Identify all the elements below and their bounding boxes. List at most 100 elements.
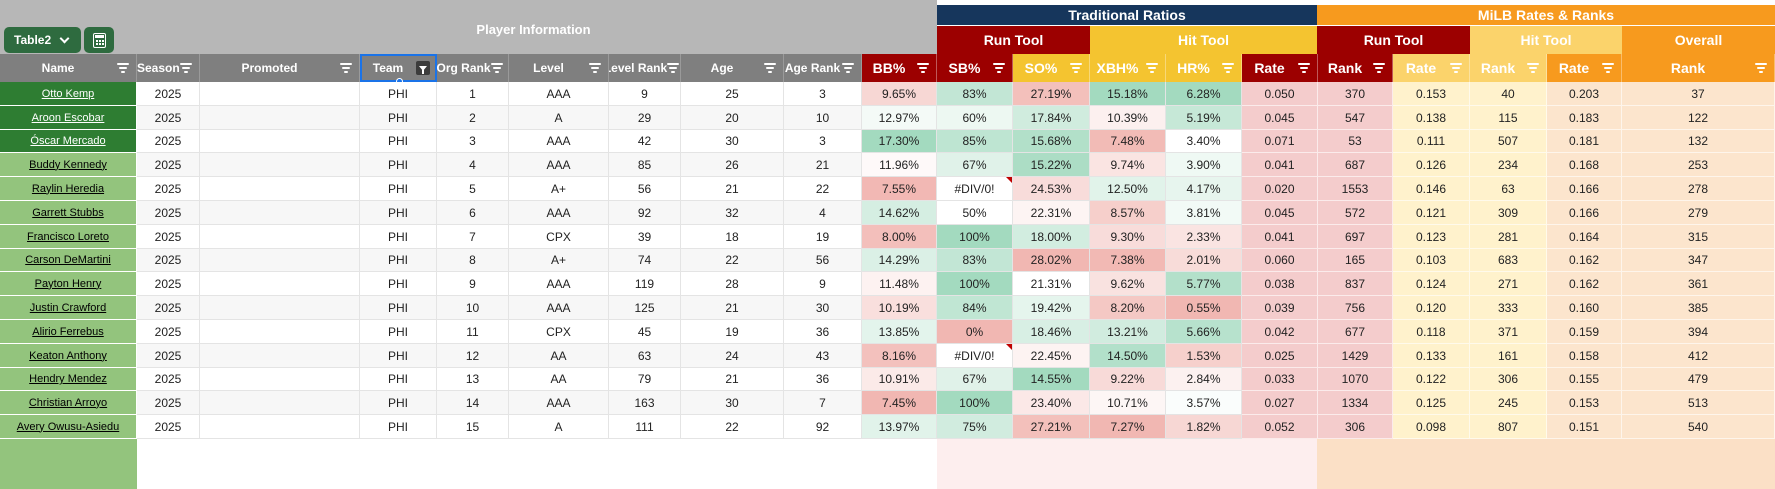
data-cell-org-rank[interactable]: 11 [437, 320, 509, 344]
filter-icon[interactable] [1069, 62, 1083, 74]
player-name-cell[interactable]: Keaton Anthony [0, 344, 137, 368]
data-cell-age-rank[interactable]: 7 [784, 391, 862, 415]
data-cell-rate[interactable]: 0.153 [1547, 391, 1622, 415]
data-cell-rank[interactable]: 507 [1470, 130, 1547, 153]
data-cell-rank[interactable]: 271 [1470, 272, 1547, 296]
data-cell-rank[interactable]: 278 [1622, 177, 1775, 201]
data-cell-team[interactable]: PHI [360, 82, 437, 106]
data-cell-so-pct[interactable]: 19.42% [1013, 296, 1090, 320]
data-cell-hr-pct[interactable]: 3.40% [1166, 130, 1242, 153]
data-cell-promoted[interactable] [200, 249, 360, 272]
data-cell-rate[interactable]: 0.045 [1242, 106, 1318, 130]
data-cell-level-rank[interactable]: 9 [609, 82, 681, 106]
player-name-cell[interactable]: Garrett Stubbs [0, 201, 137, 225]
data-cell-org-rank[interactable]: 12 [437, 344, 509, 368]
data-cell-rank[interactable]: 315 [1622, 225, 1775, 249]
filter-icon[interactable] [180, 62, 193, 74]
filter-icon[interactable] [490, 62, 503, 74]
data-cell-age[interactable]: 26 [681, 153, 784, 177]
data-cell-org-rank[interactable]: 4 [437, 153, 509, 177]
data-cell-org-rank[interactable]: 8 [437, 249, 509, 272]
data-cell-sb-pct[interactable]: 100% [937, 225, 1013, 249]
data-cell-rank[interactable]: 37 [1622, 82, 1775, 106]
data-cell-xbh-pct[interactable]: 8.20% [1090, 296, 1166, 320]
player-name-cell[interactable]: Raylin Heredia [0, 177, 137, 201]
data-cell-age-rank[interactable]: 10 [784, 106, 862, 130]
data-cell-bb-pct[interactable]: 9.65% [862, 82, 937, 106]
data-cell-level[interactable]: AAA [509, 130, 609, 153]
data-cell-hr-pct[interactable]: 0.55% [1166, 296, 1242, 320]
data-cell-promoted[interactable] [200, 82, 360, 106]
data-cell-team[interactable]: PHI [360, 320, 437, 344]
data-cell-org-rank[interactable]: 9 [437, 272, 509, 296]
data-cell-xbh-pct[interactable]: 9.62% [1090, 272, 1166, 296]
data-cell-team[interactable]: PHI [360, 130, 437, 153]
column-header-rate[interactable]: Rate [1547, 54, 1622, 82]
column-header-team[interactable]: Team [360, 54, 437, 82]
data-cell-xbh-pct[interactable]: 10.39% [1090, 106, 1166, 130]
column-header-rank[interactable]: Rank [1622, 54, 1775, 82]
data-cell-rate[interactable]: 0.033 [1242, 368, 1318, 391]
data-cell-rank[interactable]: 479 [1622, 368, 1775, 391]
data-cell-rank[interactable]: 165 [1318, 249, 1393, 272]
data-cell-team[interactable]: PHI [360, 177, 437, 201]
column-header-hr-pct[interactable]: HR% [1166, 54, 1242, 82]
data-cell-rate[interactable]: 0.146 [1393, 177, 1470, 201]
data-cell-rate[interactable]: 0.125 [1393, 391, 1470, 415]
data-cell-xbh-pct[interactable]: 7.48% [1090, 130, 1166, 153]
data-cell-rank[interactable]: 234 [1470, 153, 1547, 177]
data-cell-so-pct[interactable]: 15.68% [1013, 130, 1090, 153]
column-header-rate[interactable]: Rate [1393, 54, 1470, 82]
data-cell-rank[interactable]: 371 [1470, 320, 1547, 344]
data-cell-rank[interactable]: 412 [1622, 344, 1775, 368]
data-cell-age[interactable]: 19 [681, 320, 784, 344]
data-cell-team[interactable]: PHI [360, 201, 437, 225]
column-header-bb-pct[interactable]: BB% [862, 54, 937, 82]
data-cell-age[interactable]: 25 [681, 82, 784, 106]
data-cell-bb-pct[interactable]: 14.29% [862, 249, 937, 272]
data-cell-rank[interactable]: 1429 [1318, 344, 1393, 368]
data-cell-rank[interactable]: 756 [1318, 296, 1393, 320]
player-name-cell[interactable]: Avery Owusu-Asiedu [0, 415, 137, 439]
column-header-age-rank[interactable]: Age Rank [784, 54, 862, 82]
player-name-cell[interactable]: Francisco Loreto [0, 225, 137, 249]
data-cell-level-rank[interactable]: 111 [609, 415, 681, 439]
data-cell-rank[interactable]: 370 [1318, 82, 1393, 106]
filter-icon[interactable] [1221, 62, 1235, 74]
data-cell-rank[interactable]: 253 [1622, 153, 1775, 177]
column-header-org-rank[interactable]: Org Rank [437, 54, 509, 82]
data-cell-rank[interactable]: 807 [1470, 415, 1547, 439]
data-cell-age-rank[interactable]: 19 [784, 225, 862, 249]
column-header-rate[interactable]: Rate [1242, 54, 1318, 82]
data-cell-rank[interactable]: 40 [1470, 82, 1547, 106]
data-cell-rate[interactable]: 0.039 [1242, 296, 1318, 320]
data-cell-hr-pct[interactable]: 5.77% [1166, 272, 1242, 296]
data-cell-season[interactable]: 2025 [137, 177, 200, 201]
data-cell-age-rank[interactable]: 3 [784, 82, 862, 106]
data-cell-promoted[interactable] [200, 415, 360, 439]
data-cell-rank[interactable]: 306 [1318, 415, 1393, 439]
data-cell-age-rank[interactable]: 92 [784, 415, 862, 439]
filter-icon[interactable] [667, 62, 680, 74]
data-cell-season[interactable]: 2025 [137, 368, 200, 391]
player-name-cell[interactable]: Alirio Ferrebus [0, 320, 137, 344]
data-cell-rate[interactable]: 0.027 [1242, 391, 1318, 415]
data-cell-rate[interactable]: 0.126 [1393, 153, 1470, 177]
data-cell-rate[interactable]: 0.168 [1547, 153, 1622, 177]
data-cell-season[interactable]: 2025 [137, 106, 200, 130]
data-cell-team[interactable]: PHI [360, 368, 437, 391]
filter-icon[interactable] [841, 62, 855, 74]
data-cell-sb-pct[interactable]: 84% [937, 296, 1013, 320]
data-cell-so-pct[interactable]: 24.53% [1013, 177, 1090, 201]
data-cell-rank[interactable]: 122 [1622, 106, 1775, 130]
data-cell-season[interactable]: 2025 [137, 320, 200, 344]
data-cell-promoted[interactable] [200, 344, 360, 368]
data-cell-team[interactable]: PHI [360, 391, 437, 415]
data-cell-xbh-pct[interactable]: 13.21% [1090, 320, 1166, 344]
data-cell-season[interactable]: 2025 [137, 82, 200, 106]
data-cell-promoted[interactable] [200, 130, 360, 153]
data-cell-rate[interactable]: 0.020 [1242, 177, 1318, 201]
data-cell-level[interactable]: AAA [509, 201, 609, 225]
data-cell-age-rank[interactable]: 43 [784, 344, 862, 368]
data-cell-age[interactable]: 30 [681, 130, 784, 153]
